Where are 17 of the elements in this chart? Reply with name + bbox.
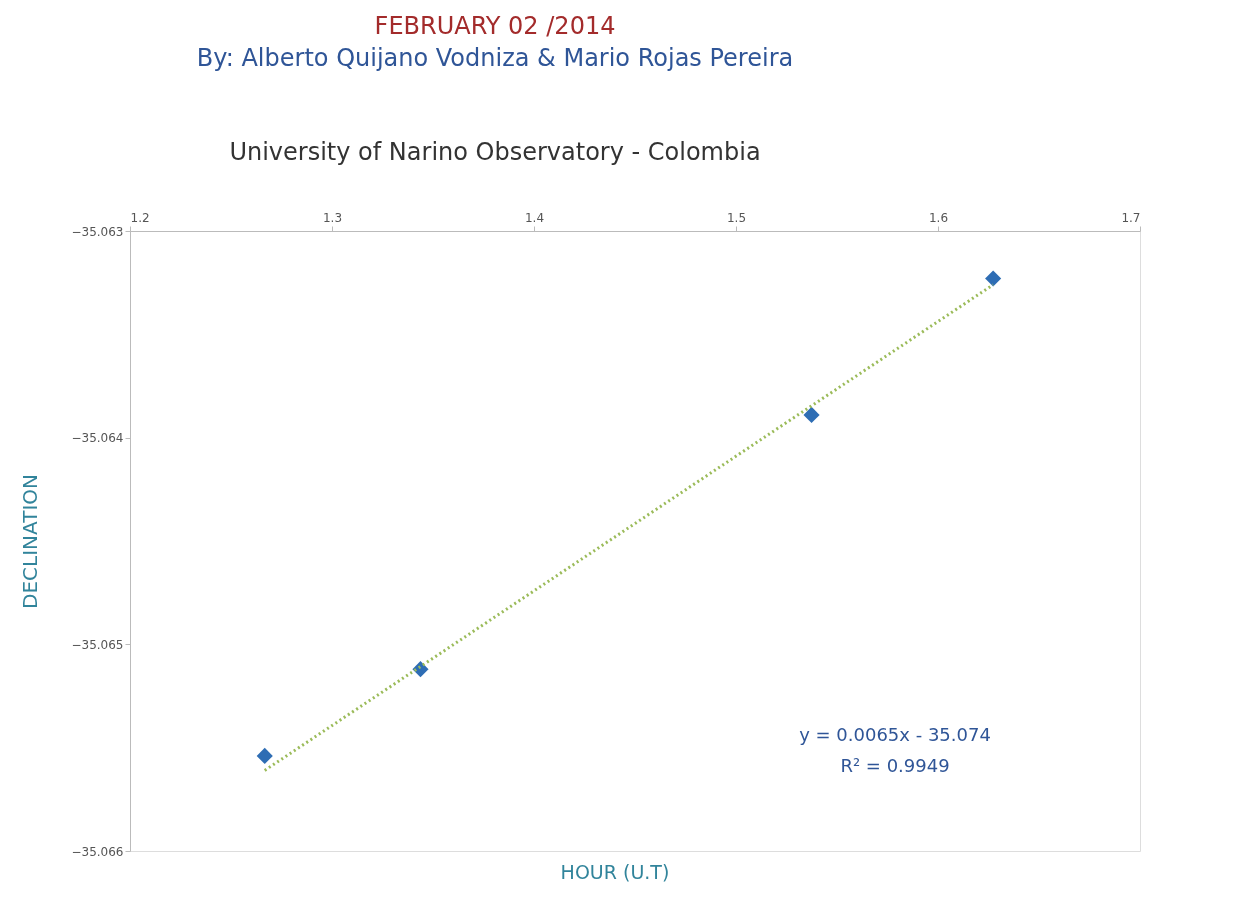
x-axis-title: HOUR (U.T) — [560, 861, 670, 883]
y-tick-label: −35.063 — [71, 224, 124, 239]
annotation: R² = 0.9949 — [840, 755, 950, 776]
annotation: y = 0.0065x - 35.074 — [799, 724, 991, 745]
x-tick-label: 1.3 — [322, 210, 343, 225]
x-tick-label: 1.2 — [130, 210, 150, 225]
chart-title: FEBRUARY 02 /2014 — [374, 12, 616, 40]
x-tick-label: 1.6 — [928, 210, 949, 225]
text: University of Narino Observatory - Colombia — [229, 138, 761, 166]
y-tick-label: −35.066 — [71, 844, 124, 859]
y-axis-title: DECLINATION — [18, 474, 43, 609]
x-tick-label: 1.4 — [524, 210, 545, 225]
y-tick-label: −35.064 — [71, 431, 124, 446]
x-tick-label: 1.7 — [1121, 210, 1141, 225]
y-tick-label: −35.065 — [71, 637, 124, 652]
chart-subtitle: By: Alberto Quijano Vodniza & Mario Rojas Pereira — [196, 44, 794, 72]
x-tick-label: 1.5 — [726, 210, 747, 225]
